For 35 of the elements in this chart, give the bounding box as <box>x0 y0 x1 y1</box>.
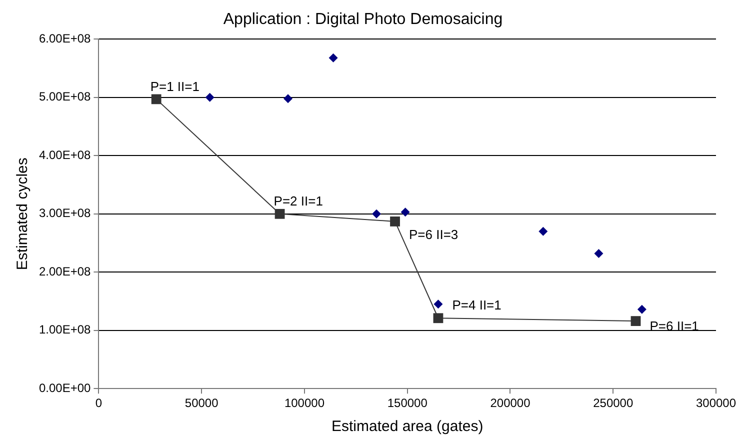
point <box>284 94 293 104</box>
x-tick-label: 50000 <box>184 396 219 410</box>
annotation: P=6 II=3 <box>409 227 458 242</box>
point <box>372 209 381 218</box>
chart-title: Application : Digital Photo Demosaicing <box>223 11 503 28</box>
x-tick-label: 100000 <box>284 396 325 410</box>
point <box>390 216 400 226</box>
x-tick-label: 250000 <box>593 396 634 410</box>
y-tick-label: 4.00E+08 <box>38 148 92 162</box>
point <box>151 94 162 104</box>
y-tick-label: 3.00E+08 <box>38 206 92 220</box>
y-tick-label: 6.00E+08 <box>38 32 92 46</box>
y-tick-label: 1.00E+08 <box>38 322 92 337</box>
point <box>637 304 646 314</box>
x-tick-label: 300000 <box>696 396 736 410</box>
point <box>400 208 410 217</box>
y-tick-label: 0.00E+00 <box>38 380 92 395</box>
point <box>594 249 604 258</box>
point <box>205 92 214 102</box>
x-tick-label: 150000 <box>387 396 428 410</box>
point <box>538 226 548 236</box>
y-axis-title: Estimated cycles <box>14 158 32 270</box>
point <box>630 316 641 326</box>
point <box>433 313 444 324</box>
y-tick-label: 2.00E+08 <box>38 264 92 278</box>
annotation: P=2 II=1 <box>274 193 323 208</box>
point <box>328 53 338 62</box>
annotation: P=1 II=1 <box>150 78 200 94</box>
annotation: P=4 II=1 <box>452 298 502 313</box>
x-tick-label: 0 <box>95 396 102 410</box>
point <box>274 208 285 219</box>
point <box>434 300 443 309</box>
y-tick-label: 5.00E+08 <box>38 90 92 104</box>
x-tick-label: 200000 <box>490 396 531 410</box>
x-axis-title: Estimated area (gates) <box>331 418 484 436</box>
